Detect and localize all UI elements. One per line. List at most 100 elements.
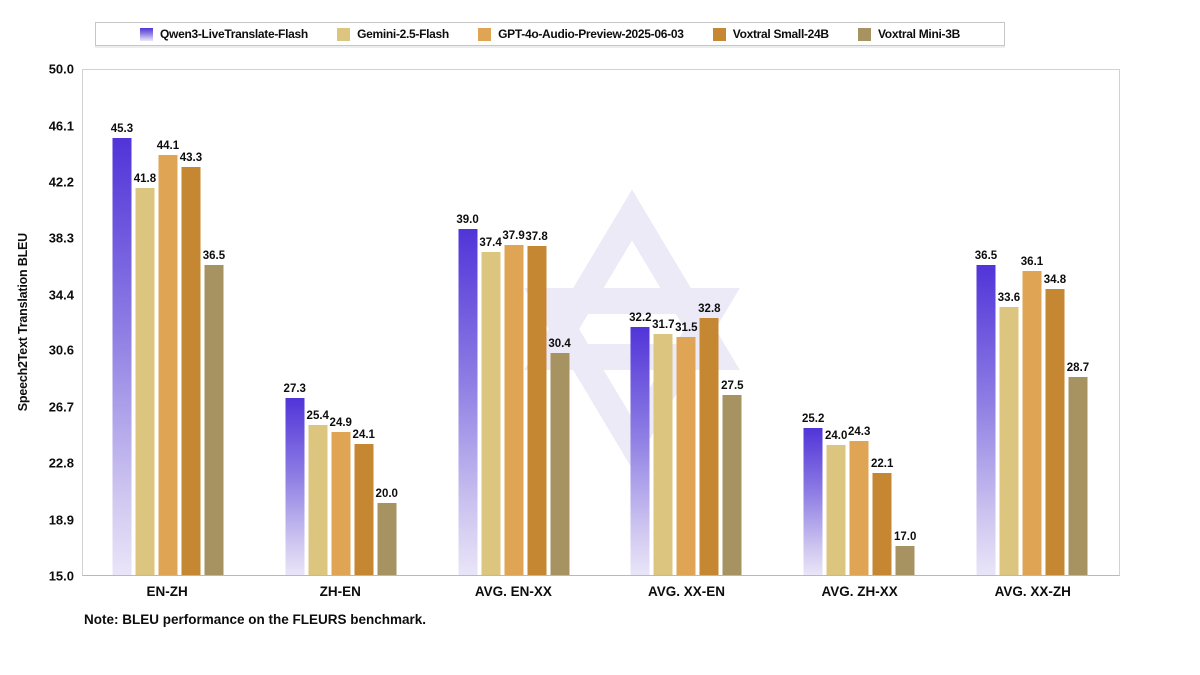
legend-item-voxtral-mini-3b: Voxtral Mini-3B bbox=[857, 27, 960, 41]
bar-gemini-2-5-flash: 37.4 bbox=[479, 237, 502, 575]
bar-value-label: 36.5 bbox=[974, 249, 998, 262]
legend-swatch-icon bbox=[712, 27, 726, 41]
bar-voxtral-mini-3b: 17.0 bbox=[894, 531, 916, 575]
bar-voxtral-mini-3b: 27.5 bbox=[721, 380, 744, 575]
bar-gemini-2-5-flash: 41.8 bbox=[134, 173, 156, 575]
legend: Qwen3-LiveTranslate-Flash Gemini-2.5-Flas… bbox=[95, 22, 1005, 46]
legend-swatch-icon bbox=[337, 27, 351, 41]
bar-value-label: 31.7 bbox=[652, 319, 675, 332]
legend-label: Voxtral Small-24B bbox=[732, 27, 829, 41]
bar-gemini-2-5-flash: 24.0 bbox=[825, 430, 847, 575]
bar-value-label: 22.1 bbox=[870, 457, 894, 470]
legend-swatch-icon bbox=[478, 27, 492, 41]
bar-value-label: 25.4 bbox=[306, 409, 329, 422]
bar-voxtral-small-24b: 32.8 bbox=[698, 303, 721, 575]
bar-gpt-4o-audio-preview-2025-06-03: 31.5 bbox=[675, 322, 698, 575]
bar-value-label: 24.3 bbox=[847, 425, 871, 438]
bar-value-label: 45.3 bbox=[110, 122, 134, 135]
bar-value-label: 25.2 bbox=[801, 412, 825, 425]
bar-voxtral-small-24b: 34.8 bbox=[1044, 274, 1066, 575]
bar-voxtral-mini-3b: 20.0 bbox=[376, 488, 398, 575]
bar-gpt-4o-audio-preview-2025-06-03: 24.3 bbox=[848, 426, 870, 575]
bar-value-label: 32.8 bbox=[698, 303, 721, 316]
bar-value-label: 34.8 bbox=[1043, 274, 1067, 287]
bar-voxtral-mini-3b: 30.4 bbox=[548, 338, 571, 575]
legend-item-gemini-2-5-flash: Gemini-2.5-Flash bbox=[337, 27, 449, 41]
bar-value-label: 24.9 bbox=[329, 417, 352, 430]
bar-group-avg-zh-xx: 25.2 24.0 24.3 22.1 17.0 bbox=[802, 70, 916, 575]
bar-voxtral-small-24b: 24.1 bbox=[353, 429, 375, 575]
bar-gpt-4o-audio-preview-2025-06-03: 44.1 bbox=[157, 140, 179, 575]
bar-value-label: 27.3 bbox=[283, 382, 306, 395]
bar-group-zh-en: 27.3 25.4 24.9 24.1 20.0 bbox=[284, 70, 398, 575]
legend-swatch-icon bbox=[857, 27, 871, 41]
bar-gemini-2-5-flash: 25.4 bbox=[307, 410, 329, 575]
legend-item-qwen3-livetranslate-flash: Qwen3-LiveTranslate-Flash bbox=[140, 27, 308, 41]
bar-group-avg-xx-zh: 36.5 33.6 36.1 34.8 28.7 bbox=[975, 70, 1089, 575]
y-tick-label: 42.2 bbox=[48, 174, 74, 190]
bar-value-label: 24.0 bbox=[824, 430, 848, 443]
legend-swatch-icon bbox=[140, 27, 153, 41]
chart-note: Note: BLEU performance on the FLEURS ben… bbox=[84, 612, 427, 627]
y-tick-label: 22.8 bbox=[48, 455, 74, 471]
bar-qwen3-livetranslate-flash: 27.3 bbox=[284, 383, 306, 575]
bar-value-label: 36.5 bbox=[202, 249, 226, 262]
y-tick-label: 50.0 bbox=[48, 61, 74, 77]
y-tick-label: 46.1 bbox=[48, 118, 74, 133]
bar-qwen3-livetranslate-flash: 45.3 bbox=[111, 123, 133, 575]
legend-item-voxtral-small-24b: Voxtral Small-24B bbox=[712, 27, 829, 41]
bar-gpt-4o-audio-preview-2025-06-03: 24.9 bbox=[330, 417, 352, 575]
bar-qwen3-livetranslate-flash: 25.2 bbox=[802, 413, 824, 575]
bar-value-label: 44.1 bbox=[156, 140, 180, 153]
y-tick-label: 38.3 bbox=[48, 230, 74, 246]
bar-value-label: 33.6 bbox=[997, 291, 1021, 304]
y-tick-label: 15.0 bbox=[48, 568, 74, 584]
bar-group-avg-xx-en: 32.2 31.7 31.5 32.8 27.5 bbox=[629, 70, 744, 575]
x-category-label: EN-ZH bbox=[146, 584, 188, 599]
bar-value-label: 17.0 bbox=[893, 531, 917, 544]
bar-voxtral-mini-3b: 36.5 bbox=[203, 250, 225, 575]
x-category-label: AVG. EN-XX bbox=[474, 584, 552, 599]
bar-qwen3-livetranslate-flash: 36.5 bbox=[975, 250, 997, 575]
x-category-label: AVG. XX-ZH bbox=[994, 584, 1071, 599]
bar-voxtral-small-24b: 37.8 bbox=[525, 231, 548, 575]
bar-value-label: 28.7 bbox=[1066, 362, 1090, 375]
bar-qwen3-livetranslate-flash: 39.0 bbox=[456, 214, 479, 575]
y-tick-label: 18.9 bbox=[48, 512, 74, 528]
bar-value-label: 41.8 bbox=[133, 173, 157, 186]
bar-qwen3-livetranslate-flash: 32.2 bbox=[629, 312, 652, 575]
bar-gemini-2-5-flash: 31.7 bbox=[652, 319, 675, 575]
x-category-label: AVG. XX-EN bbox=[648, 584, 726, 599]
x-axis-labels: EN-ZH ZH-EN AVG. EN-XX AVG. XX-EN AVG. ZH-XX… bbox=[82, 576, 1120, 600]
y-tick-label: 26.7 bbox=[48, 399, 74, 415]
legend-label: GPT-4o-Audio-Preview-2025-06-03 bbox=[498, 27, 684, 41]
legend-item-gpt-4o-audio-preview-2025-06-03: GPT-4o-Audio-Preview-2025-06-03 bbox=[478, 27, 684, 41]
plot-area: 45.3 41.8 44.1 43.3 36.5 27.3 25.4 24.9 24.1 20.0… bbox=[82, 69, 1120, 576]
bar-value-label: 32.2 bbox=[629, 311, 652, 324]
bar-group-avg-en-xx: 39.0 37.4 37.9 37.8 30.4 bbox=[456, 70, 571, 575]
bar-group-en-zh: 45.3 41.8 44.1 43.3 36.5 bbox=[111, 70, 225, 575]
bar-gpt-4o-audio-preview-2025-06-03: 37.9 bbox=[502, 230, 525, 575]
legend-label: Voxtral Mini-3B bbox=[877, 27, 960, 41]
bar-gemini-2-5-flash: 33.6 bbox=[998, 292, 1020, 575]
bar-value-label: 39.0 bbox=[456, 213, 479, 226]
bar-value-label: 43.3 bbox=[179, 151, 203, 164]
y-axis-ticks: 15.0 18.9 22.8 26.7 30.6 34.4 38.3 42.2 46.1 50.0 bbox=[0, 62, 74, 584]
bar-value-label: 36.1 bbox=[1020, 255, 1044, 268]
legend-label: Gemini-2.5-Flash bbox=[357, 27, 449, 41]
y-tick-label: 30.6 bbox=[48, 342, 74, 358]
bar-value-label: 31.5 bbox=[675, 321, 698, 334]
x-category-label: ZH-EN bbox=[319, 584, 361, 599]
y-tick-label: 34.4 bbox=[48, 287, 74, 303]
bar-value-label: 37.4 bbox=[479, 236, 502, 249]
x-category-label: AVG. ZH-XX bbox=[821, 584, 898, 599]
bar-value-label: 37.8 bbox=[525, 231, 548, 244]
bar-gpt-4o-audio-preview-2025-06-03: 36.1 bbox=[1021, 256, 1043, 575]
bar-value-label: 30.4 bbox=[548, 337, 571, 350]
bar-value-label: 37.9 bbox=[502, 229, 525, 242]
bar-value-label: 24.1 bbox=[352, 428, 375, 441]
bar-voxtral-mini-3b: 28.7 bbox=[1067, 362, 1089, 575]
bar-value-label: 20.0 bbox=[375, 487, 398, 500]
bar-voxtral-small-24b: 22.1 bbox=[871, 458, 893, 575]
legend-label: Qwen3-LiveTranslate-Flash bbox=[160, 27, 308, 41]
